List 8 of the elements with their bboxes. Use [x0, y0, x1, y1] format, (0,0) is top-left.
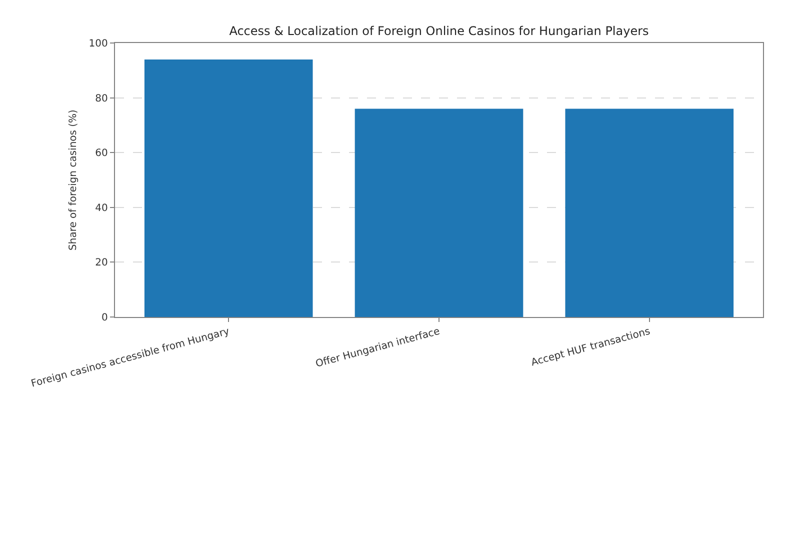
- y-tick-label: 0: [102, 312, 108, 324]
- y-tick-label: 60: [95, 148, 108, 160]
- y-tick-label: 20: [95, 258, 108, 269]
- chart-title: Access & Localization of Foreign Online Casinos for Hungarian Players: [229, 24, 649, 38]
- y-axis-title: Share of foreign casinos (%): [68, 109, 79, 250]
- y-tick-label: 80: [95, 93, 108, 104]
- y-tick-label: 40: [95, 202, 108, 214]
- y-tick-label: 100: [88, 38, 108, 50]
